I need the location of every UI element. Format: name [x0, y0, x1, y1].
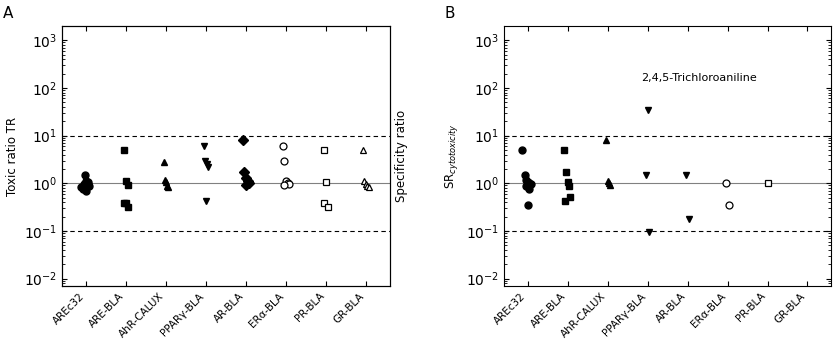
Y-axis label: SR$_{cytotoxicity}$: SR$_{cytotoxicity}$ — [442, 123, 460, 189]
Y-axis label: Toxic ratio TR: Toxic ratio TR — [6, 116, 18, 196]
Text: B: B — [444, 6, 455, 21]
Text: 2,4,5-Trichloroaniline: 2,4,5-Trichloroaniline — [640, 73, 757, 83]
Y-axis label: Specificity ratio: Specificity ratio — [395, 110, 408, 202]
Text: A: A — [3, 6, 13, 21]
